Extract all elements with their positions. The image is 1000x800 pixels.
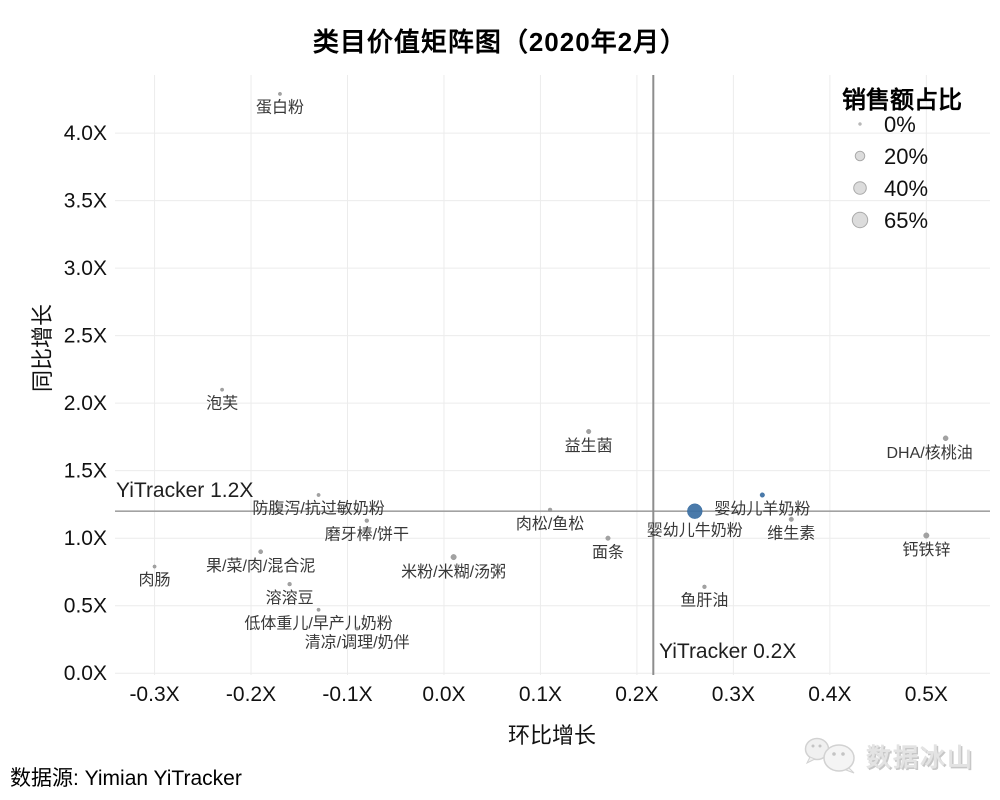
x-tick-label: -0.1X: [322, 683, 372, 706]
x-tick-label: -0.3X: [129, 683, 179, 706]
legend-item-label: 0%: [884, 112, 916, 137]
legend-bubble: [854, 150, 866, 162]
x-tick-label: 0.3X: [712, 683, 755, 706]
data-point: [316, 493, 321, 497]
x-tick-label: 0.2X: [615, 683, 658, 706]
point-label: 低体重儿/早产儿奶粉: [244, 614, 392, 632]
point-label: 清凉/调理/奶伴: [305, 633, 410, 651]
x-tick-label: 0.0X: [422, 683, 465, 706]
point-label: 蛋白粉: [256, 99, 304, 117]
point-label: 米粉/米糊/汤粥: [401, 563, 506, 581]
watermark: 数据冰山: [802, 734, 974, 778]
data-point: [788, 516, 794, 522]
point-label: 维生素: [767, 525, 815, 543]
legend-bubble: [858, 122, 862, 126]
point-label: 钙铁锌: [902, 541, 950, 559]
y-tick-label: 0.0X: [64, 662, 107, 685]
y-tick-label: 2.0X: [64, 392, 107, 415]
data-point: [152, 564, 157, 569]
data-point: [364, 518, 369, 523]
x-axis-title: 环比增长: [507, 723, 596, 748]
point-label: 肉肠: [139, 571, 171, 589]
data-point: [605, 535, 611, 541]
y-tick-label: 0.5X: [64, 595, 107, 618]
point-label: 果/菜/肉/混合泥: [206, 557, 315, 575]
point-label: 磨牙棒/饼干: [325, 526, 409, 544]
watermark-text: 数据冰山: [866, 744, 975, 772]
legend-item-label: 65%: [884, 208, 928, 233]
data-point: [278, 91, 282, 96]
point-label: 婴幼儿羊奶粉: [714, 500, 810, 518]
data-point: [942, 435, 949, 442]
x-tick-label: 0.4X: [808, 683, 851, 706]
data-point: [258, 549, 264, 555]
data-point: [923, 532, 930, 539]
data-point: [450, 554, 457, 561]
data-point: [702, 584, 707, 589]
data-point: [316, 607, 321, 612]
y-tick-label: 3.5X: [64, 190, 107, 213]
legend-item-label: 20%: [884, 144, 928, 169]
legend-title: 销售额占比: [842, 87, 962, 114]
refline-y-label: YiTracker 1.2X: [116, 479, 254, 502]
data-point: [287, 581, 292, 587]
y-tick-label: 3.0X: [64, 257, 107, 280]
chat-bubbles-icon: [804, 737, 855, 774]
y-axis-title: 同比增长: [30, 304, 55, 393]
point-label: DHA/核桃油: [887, 444, 973, 462]
legend-bubble: [853, 181, 867, 195]
legend-item-label: 40%: [884, 176, 928, 201]
point-label: 鱼肝油: [680, 592, 728, 610]
y-tick-label: 1.0X: [64, 527, 107, 550]
point-label: 防腹泻/抗过敏奶粉: [252, 500, 384, 518]
x-tick-label: 0.5X: [905, 683, 948, 706]
chart-title: 类目价值矩阵图（2020年2月）: [312, 27, 688, 57]
data-source: 数据源: Yimian YiTracker: [10, 767, 242, 790]
y-tick-label: 4.0X: [64, 122, 107, 145]
point-label: 益生菌: [565, 437, 613, 455]
data-point: [759, 492, 765, 498]
legend-bubble: [851, 211, 869, 229]
point-label: 溶溶豆: [266, 589, 314, 607]
point-label: 婴幼儿牛奶粉: [647, 522, 743, 540]
y-tick-label: 1.5X: [64, 460, 107, 483]
x-tick-label: 0.1X: [519, 683, 562, 706]
point-label: 面条: [592, 543, 624, 561]
refline-x-label: YiTracker 0.2X: [659, 640, 797, 663]
point-label: 肉松/鱼松: [516, 515, 584, 533]
data-point: [220, 387, 225, 392]
data-point: [687, 503, 703, 519]
data-point: [586, 429, 592, 435]
x-tick-label: -0.2X: [226, 683, 276, 706]
y-tick-label: 2.5X: [64, 325, 107, 348]
data-point: [547, 507, 553, 513]
point-label: 泡芙: [206, 394, 238, 412]
data-point: [355, 626, 360, 631]
